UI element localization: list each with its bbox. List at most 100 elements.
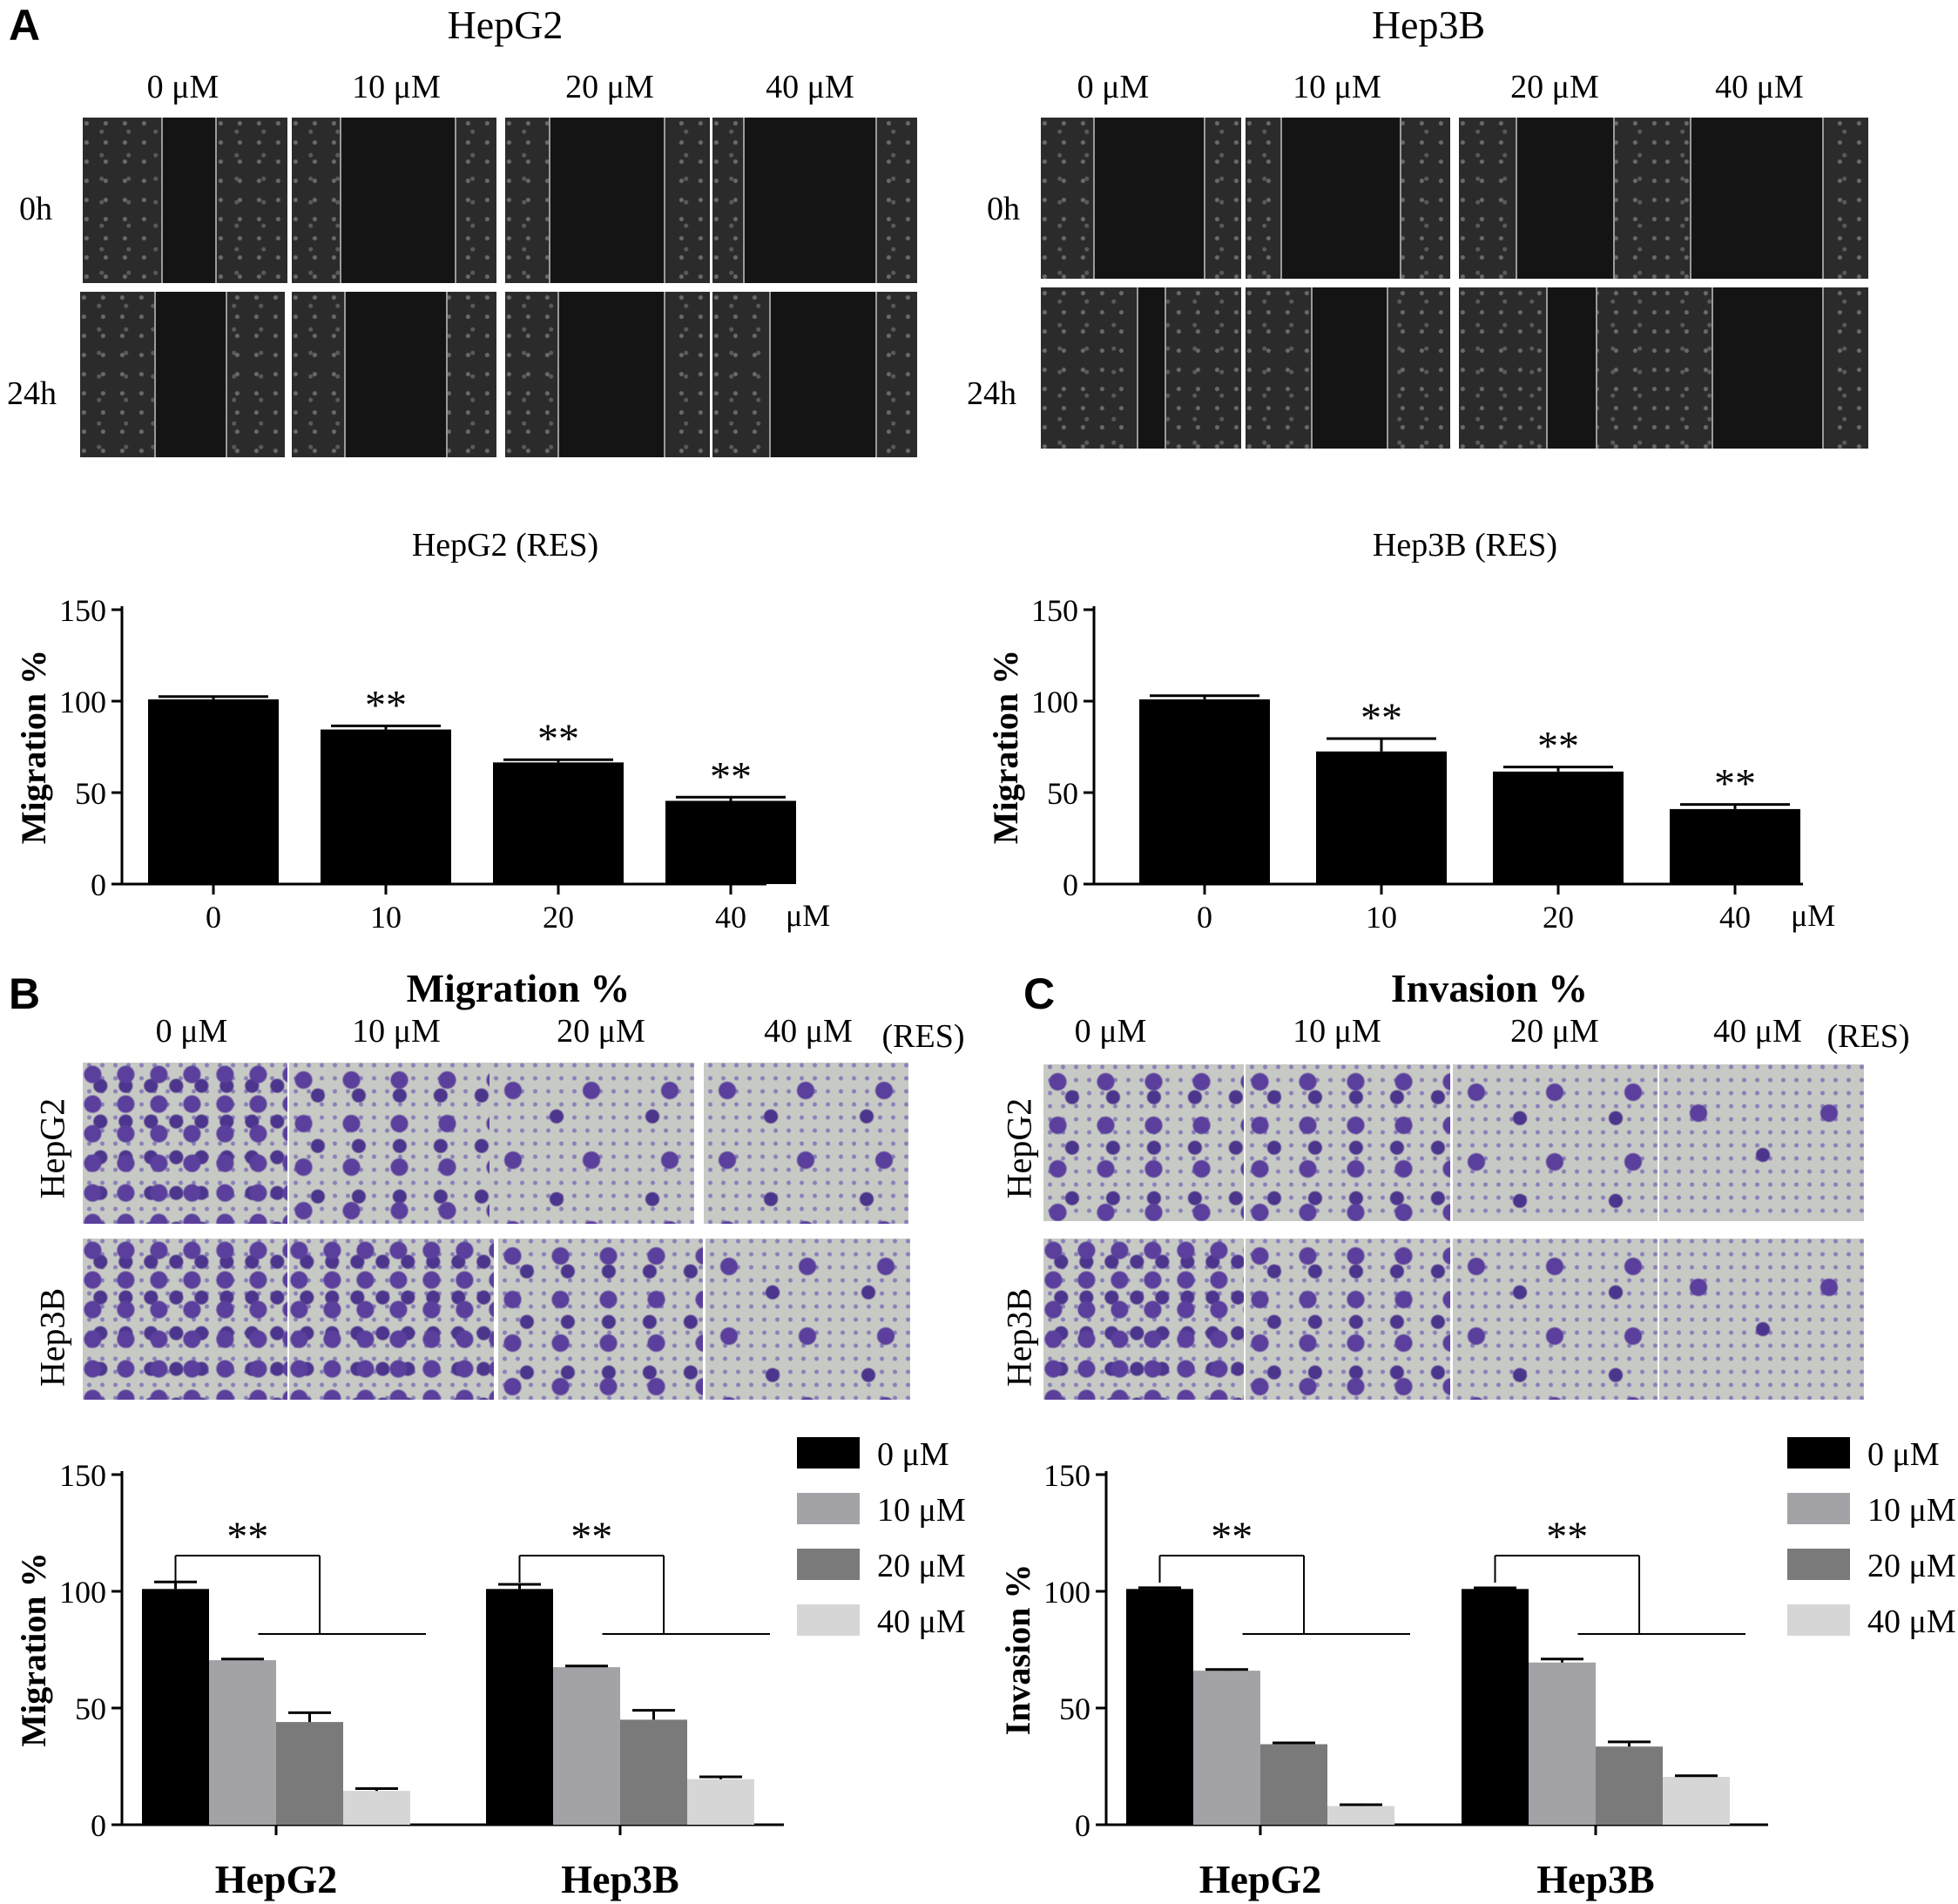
chart-b-bar-HepG2-2 xyxy=(276,1722,343,1825)
chart-c-significance-HepG2: ** xyxy=(1211,1514,1252,1560)
chart-c-legend-swatch-3 xyxy=(1787,1604,1850,1636)
invasion-grouped-bar-chart: 0 50 100 150 Invasion % ** HepG2 ** Hep3B 0 μM 10 … xyxy=(998,1436,1956,1901)
hep3b-conc-label-10: 10 μM xyxy=(1293,69,1381,105)
b-hep3b-20um-image xyxy=(498,1239,703,1400)
migration-title: Migration % xyxy=(406,966,631,1010)
chart-b-bar-Hep3B-3 xyxy=(687,1779,754,1825)
chart-a-hep3b-bar-20 xyxy=(1493,771,1624,884)
c-hep3b-20um-image xyxy=(1453,1239,1658,1400)
b-hepg2-10um-image xyxy=(289,1063,494,1224)
chart-a-hep3b-y-tick-label-0: 0 xyxy=(1063,868,1078,902)
c-hepg2-40um-image xyxy=(1659,1064,1864,1221)
chart-a-hepg2-x-unit-label: μM xyxy=(786,898,830,933)
hepg2-conc-label-20: 20 μM xyxy=(565,69,654,105)
chart-a-hepg2-y-tick-label-0: 0 xyxy=(91,868,106,902)
chart-b-legend-swatch-3 xyxy=(797,1604,860,1636)
chart-a-hepg2-significance-40: ** xyxy=(710,753,752,800)
chart-b-bar-HepG2-1 xyxy=(209,1660,276,1825)
migration-grouped-bar-chart: 0 50 100 150 Migration % ** HepG2 ** Hep3B 0 μM 10… xyxy=(14,1436,966,1901)
hepg2-wound-24h-0um xyxy=(80,292,285,457)
chart-b-legend-swatch-0 xyxy=(797,1437,860,1469)
chart-a-hepg2-y-tick-label-100: 100 xyxy=(59,685,106,719)
chart-c-x-tick-label-HepG2: HepG2 xyxy=(1199,1857,1322,1901)
chart-a-hep3b-y-axis-label: Migration % xyxy=(986,650,1025,844)
b-hepg2-40um-image xyxy=(704,1063,908,1224)
c-res-label: (RES) xyxy=(1826,1018,1910,1055)
chart-b-y-tick-label-50: 50 xyxy=(75,1691,106,1726)
chart-a-hep3b-x-tick-label-40: 40 xyxy=(1719,900,1751,935)
chart-a-hepg2-bar-40 xyxy=(665,800,796,884)
b-hep3b-40um-image xyxy=(706,1239,910,1400)
chart-b-bar-HepG2-3 xyxy=(343,1791,410,1825)
hep3b-wound-0h-20um xyxy=(1459,118,1664,279)
chart-c-legend-label-0: 0 μM xyxy=(1867,1436,1940,1473)
hep3b-row-0h: 0h xyxy=(987,191,1020,227)
chart-a-hep3b-significance-20: ** xyxy=(1537,724,1579,770)
chart-b-legend-swatch-1 xyxy=(797,1493,860,1524)
chart-c-bar-Hep3B-3 xyxy=(1663,1777,1730,1825)
c-hepg2-0um-image xyxy=(1043,1064,1244,1221)
chart-a-hepg2-bar-10 xyxy=(321,729,451,884)
chart-b-x-tick-label-HepG2: HepG2 xyxy=(215,1857,338,1901)
chart-b-x-tick-label-Hep3B: Hep3B xyxy=(561,1857,679,1901)
chart-a-hep3b-x-tick-label-10: 10 xyxy=(1366,900,1397,935)
chart-a-hep3b-bar-10 xyxy=(1316,751,1447,884)
chart-b-y-axis-label: Migration % xyxy=(14,1552,53,1746)
chart-b-y-tick-label-100: 100 xyxy=(59,1575,106,1610)
chart-c-legend-swatch-0 xyxy=(1787,1437,1850,1469)
chart-a-hepg2-significance-20: ** xyxy=(537,716,579,762)
hep3b-wound-0h-0um xyxy=(1041,118,1241,279)
chart-b-bar-HepG2-0 xyxy=(142,1589,209,1825)
c-conc-label-40: 40 μM xyxy=(1713,1013,1802,1050)
chart-c-legend-label-1: 10 μM xyxy=(1867,1492,1956,1529)
chart-a-hepg2-y-tick-label-50: 50 xyxy=(75,776,106,811)
hep3b-row-24h: 24h xyxy=(967,375,1016,412)
b-res-label: (RES) xyxy=(881,1018,965,1055)
chart-b-legend-label-2: 20 μM xyxy=(877,1548,966,1584)
panel-label-c: C xyxy=(1023,969,1056,1018)
chart-b-legend-label-3: 40 μM xyxy=(877,1604,966,1640)
chart-c-legend-swatch-2 xyxy=(1787,1549,1850,1580)
chart-a-hep3b-title: Hep3B (RES) xyxy=(1373,527,1557,564)
chart-b-bar-Hep3B-2 xyxy=(620,1719,687,1825)
chart-a-hep3b-x-tick-label-0: 0 xyxy=(1197,900,1212,935)
b-hep3b-0um-image xyxy=(83,1239,287,1400)
chart-a-hepg2-y-axis-label: Migration % xyxy=(14,650,53,844)
chart-a-hep3b-y-tick-label-150: 150 xyxy=(1031,593,1078,628)
hep3b-wound-24h-10um xyxy=(1246,287,1450,449)
hep3b-conc-label-40: 40 μM xyxy=(1715,69,1804,105)
chart-c-y-tick-label-50: 50 xyxy=(1059,1691,1090,1726)
chart-a-hepg2-title: HepG2 (RES) xyxy=(412,527,598,564)
chart-c-y-tick-label-0: 0 xyxy=(1075,1808,1090,1843)
chart-a-hepg2-x-tick-label-20: 20 xyxy=(543,900,574,935)
chart-a-hepg2-significance-10: ** xyxy=(365,682,407,728)
hepg2-conc-label-10: 10 μM xyxy=(352,69,441,105)
panel-label-b: B xyxy=(9,969,41,1018)
chart-c-bar-Hep3B-0 xyxy=(1462,1589,1529,1825)
chart-c-bar-HepG2-3 xyxy=(1327,1806,1394,1825)
hep3b-wound-24h-40um xyxy=(1664,287,1868,449)
chart-c-y-tick-label-150: 150 xyxy=(1043,1458,1090,1493)
invasion-title: Invasion % xyxy=(1390,966,1589,1010)
chart-c-legend-label-3: 40 μM xyxy=(1867,1604,1956,1640)
chart-c-bar-HepG2-1 xyxy=(1193,1671,1260,1825)
chart-b-significance-HepG2: ** xyxy=(226,1514,268,1560)
hep3b-wound-title: Hep3B xyxy=(1371,3,1486,47)
chart-c-legend-label-2: 20 μM xyxy=(1867,1548,1956,1584)
chart-c-y-axis-label: Invasion % xyxy=(998,1564,1037,1736)
chart-b-legend-label-1: 10 μM xyxy=(877,1492,966,1529)
hepg2-conc-label-0: 0 μM xyxy=(146,69,219,105)
c-hepg2-10um-image xyxy=(1246,1064,1450,1221)
chart-b-bar-Hep3B-0 xyxy=(486,1589,553,1825)
hep3b-wound-0h-10um xyxy=(1246,118,1450,279)
c-hepg2-20um-image xyxy=(1453,1064,1658,1221)
chart-a-hep3b-bar-40 xyxy=(1670,808,1800,884)
chart-b-significance-Hep3B: ** xyxy=(571,1514,612,1560)
c-row-hepg2: HepG2 xyxy=(999,1097,1039,1199)
chart-a-hepg2-x-tick-label-0: 0 xyxy=(206,900,221,935)
hep3b-wound-24h-20um xyxy=(1459,287,1664,449)
hepg2-wound-0h-10um xyxy=(292,118,496,283)
hepg2-wound-0h-20um xyxy=(505,118,710,283)
hepg2-wound-0h-0um xyxy=(83,118,287,283)
